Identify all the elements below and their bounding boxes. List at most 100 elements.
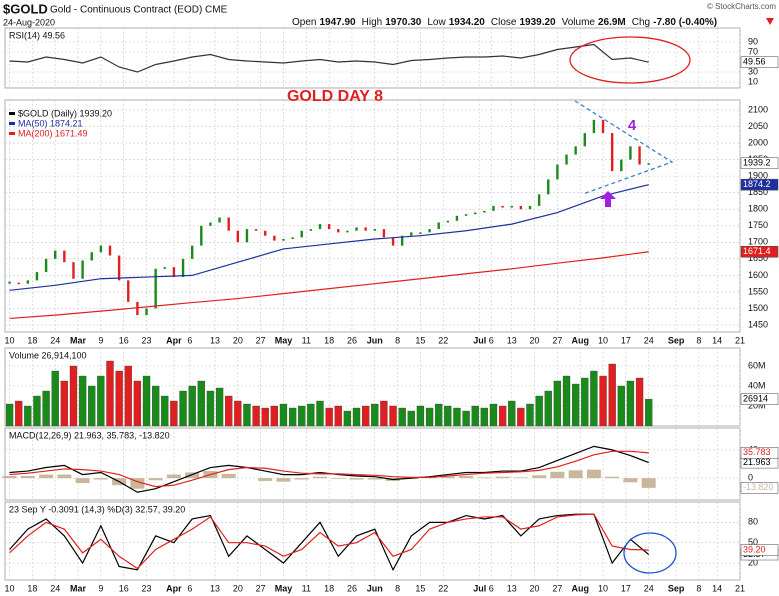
- histogram-bar: [313, 476, 327, 479]
- volume-bar: [425, 407, 434, 427]
- histogram-bar: [20, 476, 35, 479]
- volume-bar: [471, 405, 479, 427]
- volume-bar: [33, 395, 41, 427]
- quote-value: -7.80 (-0.40%): [653, 17, 717, 28]
- volume-bar: [206, 390, 215, 427]
- volume-bar: [362, 405, 370, 427]
- histogram-bar: [93, 478, 108, 480]
- x-tick-label: Sep: [668, 583, 685, 593]
- price-bar: [382, 229, 386, 238]
- x-tick-label: Aug: [571, 583, 589, 593]
- x-tick-label: 20: [530, 583, 540, 593]
- histogram-bar: [2, 476, 17, 479]
- x-tick-label: 27: [552, 335, 562, 345]
- volume-bar: [617, 385, 625, 427]
- volume-bar: [489, 403, 498, 427]
- x-tick-label: 8: [395, 335, 400, 345]
- volume-bar: [51, 370, 59, 427]
- volume-bar: [261, 407, 269, 427]
- price-bar: [181, 258, 185, 278]
- volume-bar: [97, 375, 105, 427]
- y-tick-label: 1800: [748, 204, 768, 214]
- y-tick-label: 2100: [748, 104, 768, 114]
- value-box: [740, 447, 779, 459]
- volume-bar: [526, 403, 534, 427]
- x-tick-label: Mar: [70, 335, 87, 345]
- volume-bar: [60, 380, 68, 427]
- x-tick-label: 26: [347, 583, 357, 593]
- price-bar: [8, 281, 11, 284]
- x-tick-label: 24: [50, 583, 60, 593]
- histogram-bar: [75, 478, 90, 484]
- x-tick-label: 10: [598, 583, 608, 593]
- volume-bar: [225, 395, 233, 427]
- x-tick-label: 9: [98, 335, 103, 345]
- value-box-label: -13.820: [743, 482, 774, 492]
- y-tick-label: 2050: [748, 121, 768, 131]
- value-box: [740, 393, 779, 405]
- y-tick-label: 30: [748, 66, 758, 76]
- price-bar: [318, 224, 322, 230]
- x-tick-label: 20: [530, 335, 540, 345]
- credit: © StockCharts.com: [707, 2, 776, 11]
- quote: Open 1947.90 High 1970.30 Low 1934.20 Close 193…: [292, 17, 717, 28]
- x-tick-label: 23: [142, 335, 152, 345]
- y-tick-label: 1700: [748, 237, 768, 247]
- value-box-label: 1671.4: [743, 246, 771, 256]
- x-tick-label: Jun: [367, 335, 383, 345]
- price-bar: [574, 146, 577, 155]
- value-box-label: 21.963: [743, 457, 771, 467]
- x-tick-label: 16: [119, 335, 129, 345]
- x-tick-label: 10: [5, 583, 15, 593]
- price-bar: [117, 255, 121, 281]
- histogram-bar: [276, 478, 291, 482]
- panel-title: 23 Sep Y -0.3091 (14,3) %D(3) 32.57, 39.…: [9, 504, 185, 514]
- volume-bar: [389, 405, 397, 427]
- volume-bar: [498, 405, 507, 427]
- volume-bar: [234, 400, 242, 427]
- price-bar: [428, 229, 431, 233]
- price-bar: [81, 260, 84, 279]
- volume-bar: [480, 407, 488, 427]
- price-bar: [455, 215, 459, 221]
- panel-frame: [4, 427, 741, 501]
- x-tick-label: Jul: [473, 583, 486, 593]
- histogram-bar: [39, 474, 54, 479]
- price-bar: [236, 230, 240, 243]
- arrow: [600, 191, 616, 207]
- price-bar: [35, 272, 39, 281]
- volume-bar: [599, 375, 607, 427]
- histogram-bar: [57, 474, 72, 479]
- histogram-bar: [532, 475, 547, 479]
- legend-entry: MA(200) 1671.49: [18, 128, 88, 138]
- price-bar: [519, 205, 523, 210]
- quote-value: 1970.30: [385, 17, 422, 28]
- price-bar: [565, 154, 568, 165]
- series-line: [9, 43, 649, 73]
- price-bar: [245, 229, 249, 243]
- price-bar: [391, 237, 395, 246]
- volume-bar: [608, 363, 616, 427]
- x-tick-label: 18: [324, 335, 334, 345]
- price-bar: [108, 245, 112, 256]
- price-bar: [72, 262, 75, 279]
- volume-bar: [298, 405, 306, 427]
- quote-value: 1934.20: [449, 17, 486, 28]
- value-box: [740, 544, 779, 556]
- histogram-bar: [586, 469, 601, 479]
- y-tick-label: 2000: [748, 137, 768, 147]
- quote-label: Open: [292, 17, 316, 28]
- histogram-bar: [513, 477, 528, 479]
- histogram-bar: [550, 471, 565, 479]
- price-bar: [355, 227, 358, 231]
- price-bar: [337, 229, 340, 233]
- volume-bar: [69, 365, 78, 427]
- y-tick-label: 70: [748, 46, 758, 56]
- x-tick-label: May: [275, 335, 293, 345]
- histogram-bar: [294, 478, 309, 480]
- y-tick-label: 90: [748, 36, 758, 46]
- price-bar: [437, 222, 440, 230]
- y-tick-label: 50: [748, 537, 758, 547]
- date: 24-Aug-2020: [3, 17, 55, 27]
